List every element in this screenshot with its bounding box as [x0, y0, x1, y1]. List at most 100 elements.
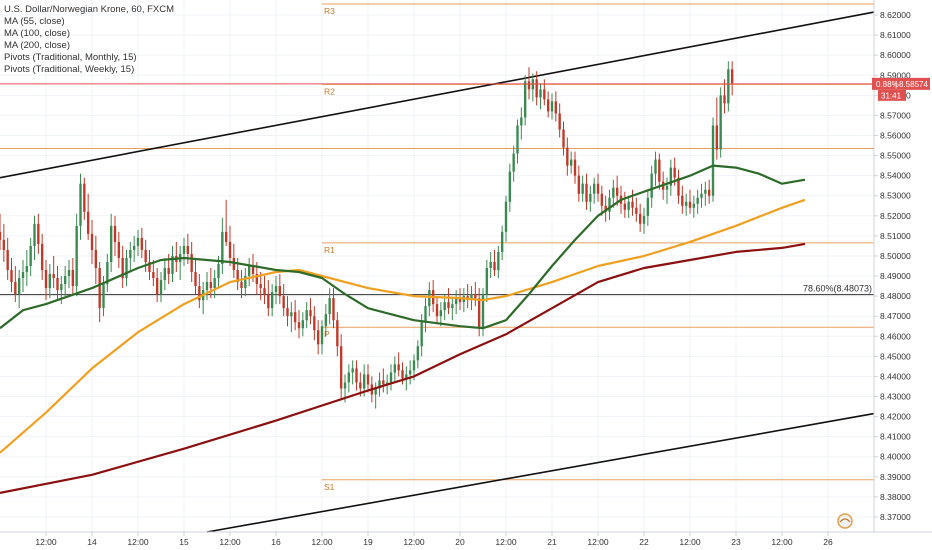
candle [727, 61, 730, 112]
candle [98, 261, 101, 323]
x-tick-label: 12:00 [219, 537, 241, 547]
candle [393, 356, 397, 383]
candle [562, 121, 565, 156]
candle [688, 189, 692, 214]
candle-body [347, 372, 351, 383]
candle-body [217, 263, 220, 279]
candle [305, 302, 308, 329]
candle [267, 280, 270, 317]
candle-body [236, 270, 239, 283]
candle [554, 91, 558, 122]
candle-body [374, 388, 377, 395]
candle-body [224, 231, 228, 242]
candle-body [650, 173, 653, 198]
candle [428, 282, 431, 317]
candle-body [550, 101, 554, 112]
candle-body [29, 245, 32, 266]
candle-body [121, 257, 124, 279]
candle [63, 266, 67, 297]
candle [21, 259, 25, 293]
candle-body [704, 189, 707, 194]
candle-body [677, 177, 680, 196]
channel-line [206, 412, 875, 533]
candle [566, 137, 569, 176]
candle [351, 360, 354, 385]
candle-body [83, 183, 86, 212]
candle-body [393, 364, 397, 373]
candle [29, 237, 32, 277]
x-tick-label: 12:00 [403, 537, 425, 547]
candle-body [592, 183, 596, 194]
x-tick-label: 12:00 [35, 537, 57, 547]
candle-body [615, 187, 619, 196]
candle [152, 259, 155, 287]
candle-body [40, 243, 44, 271]
y-tick-label: 8.52000 [880, 211, 911, 221]
candle-body [554, 101, 558, 114]
candle-body [255, 274, 259, 285]
price-axis[interactable]: 8.37000 8.38000 8.39000 8.40000 8.41000 8.420… [874, 10, 911, 522]
x-tick-label: 14 [87, 537, 97, 547]
time-axis[interactable]: 12:00 14 12:00 15 12:00 16 12:00 19 12:00 20 12:00… [35, 532, 833, 547]
candle-body [366, 374, 370, 385]
candle-body [474, 294, 477, 299]
candle-body [700, 193, 703, 198]
x-tick-label: 16 [271, 537, 281, 547]
x-tick-label: 19 [363, 537, 373, 547]
y-tick-label: 8.48000 [880, 291, 911, 301]
candle-body [669, 167, 673, 186]
candle-body [221, 231, 224, 264]
candle [259, 272, 262, 301]
x-tick-label: 23 [731, 537, 741, 547]
candle [642, 207, 646, 234]
candle-body [17, 278, 21, 295]
candle-body [359, 382, 362, 389]
candle-body [470, 294, 473, 301]
candle [194, 259, 197, 295]
candle-body [282, 296, 285, 309]
candle-body [719, 95, 722, 150]
candle [33, 215, 36, 260]
candle-body [136, 237, 140, 246]
candle [577, 165, 581, 202]
candle-body [397, 364, 400, 371]
candle [67, 259, 71, 289]
y-tick-label: 8.61000 [880, 30, 911, 40]
candle [700, 183, 703, 208]
candle [546, 91, 550, 118]
candle [44, 259, 48, 301]
candle [366, 364, 370, 393]
candle [374, 382, 377, 409]
candle [512, 145, 515, 182]
candle-body [98, 268, 101, 309]
legend-item-ma200: MA (200, close) [4, 40, 70, 51]
candle [40, 233, 44, 281]
candle-body [428, 290, 431, 307]
candle-body [152, 272, 155, 279]
y-tick-label: 8.44000 [880, 371, 911, 381]
candle [569, 151, 573, 174]
pivot-label: R1 [324, 245, 335, 255]
candle-body [408, 370, 412, 375]
candle [677, 169, 680, 204]
candle-body [516, 125, 519, 154]
candle [474, 282, 477, 307]
price-change: 0.88% [876, 80, 899, 89]
candle [696, 189, 699, 214]
candle [286, 296, 289, 327]
candle-body [631, 201, 634, 208]
candle [171, 245, 174, 283]
x-tick-label: 21 [547, 537, 557, 547]
candle [650, 165, 653, 208]
candle-body [435, 304, 439, 317]
candle-body [309, 310, 312, 317]
candle-body [213, 278, 216, 289]
chart-legend: U.S. Dollar/Norwegian Krone, 60, FXCM MA… [4, 4, 174, 76]
candle [378, 372, 381, 397]
candle [715, 97, 719, 160]
candle-body [562, 129, 565, 148]
candle [52, 255, 55, 289]
legend-item-ma100: MA (100, close) [4, 28, 70, 39]
